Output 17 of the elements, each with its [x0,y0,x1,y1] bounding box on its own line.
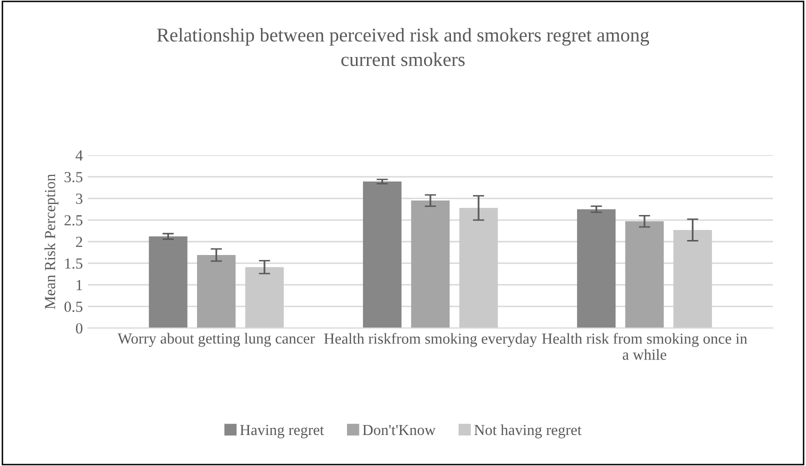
y-tick-label: 2 [76,236,82,247]
x-tick-label: Worry about getting lung cancer [118,332,315,347]
y-tick-label: 0 [76,323,82,334]
legend-label: Having regret [240,424,324,438]
y-tick-label: 2.5 [64,215,82,226]
y-tick-label: 1 [76,280,82,290]
y-tick-label: 4 [76,150,83,160]
y-axis-title: Mean Risk Perception [44,174,58,310]
x-tick-label: Health riskfrom smoking everyday [324,332,538,347]
legend-label: Not having regret [474,424,582,438]
y-tick-label: 0.5 [64,302,82,312]
legend-label: Don't'Know [362,424,436,436]
y-tick-label: 3 [76,194,82,204]
y-tick-label: 3.5 [64,172,82,182]
x-tick-label: Health risk from smoking once in a while [542,332,748,360]
chart-title: Relationship between perceived risk and smokers regret among current smokers [157,28,650,66]
y-tick-label: 1.5 [65,258,82,269]
